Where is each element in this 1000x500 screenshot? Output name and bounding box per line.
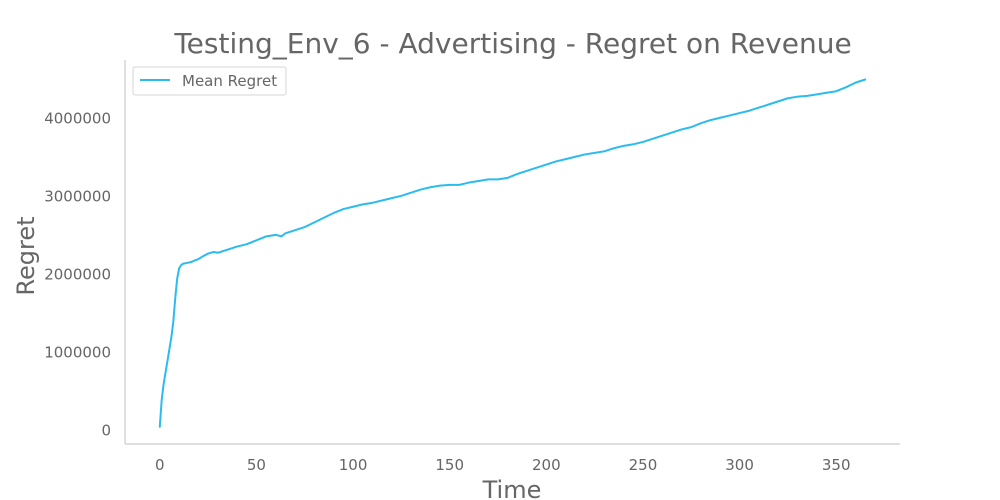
y-tick-label: 2000000 — [44, 266, 111, 284]
y-axis-label: Regret — [12, 216, 40, 295]
chart-title: Testing_Env_6 - Advertising - Regret on … — [173, 27, 851, 60]
legend-box — [132, 66, 287, 96]
y-tick-label: 0 — [101, 422, 111, 440]
y-ticks: 0 1000000 2000000 3000000 4000000 — [44, 110, 111, 440]
plot-area — [158, 78, 867, 428]
legend: Mean Regret — [132, 66, 287, 96]
legend-label-mean-regret: Mean Regret — [182, 72, 277, 90]
y-tick-label: 1000000 — [44, 344, 111, 362]
x-tick-label: 0 — [155, 456, 165, 474]
x-tick-label: 300 — [725, 456, 754, 474]
axes — [124, 60, 900, 445]
x-tick-label: 200 — [532, 456, 561, 474]
x-axis-label: Time — [482, 476, 542, 500]
x-tick-label: 150 — [435, 456, 464, 474]
x-tick-label: 250 — [629, 456, 658, 474]
y-tick-label: 3000000 — [44, 188, 111, 206]
x-ticks: 0 50 100 150 200 250 300 350 — [155, 456, 851, 474]
series-line-mean-regret — [158, 78, 867, 428]
x-tick-label: 50 — [247, 456, 266, 474]
x-tick-label: 100 — [339, 456, 368, 474]
x-tick-label: 350 — [822, 456, 851, 474]
y-tick-label: 4000000 — [44, 110, 111, 128]
